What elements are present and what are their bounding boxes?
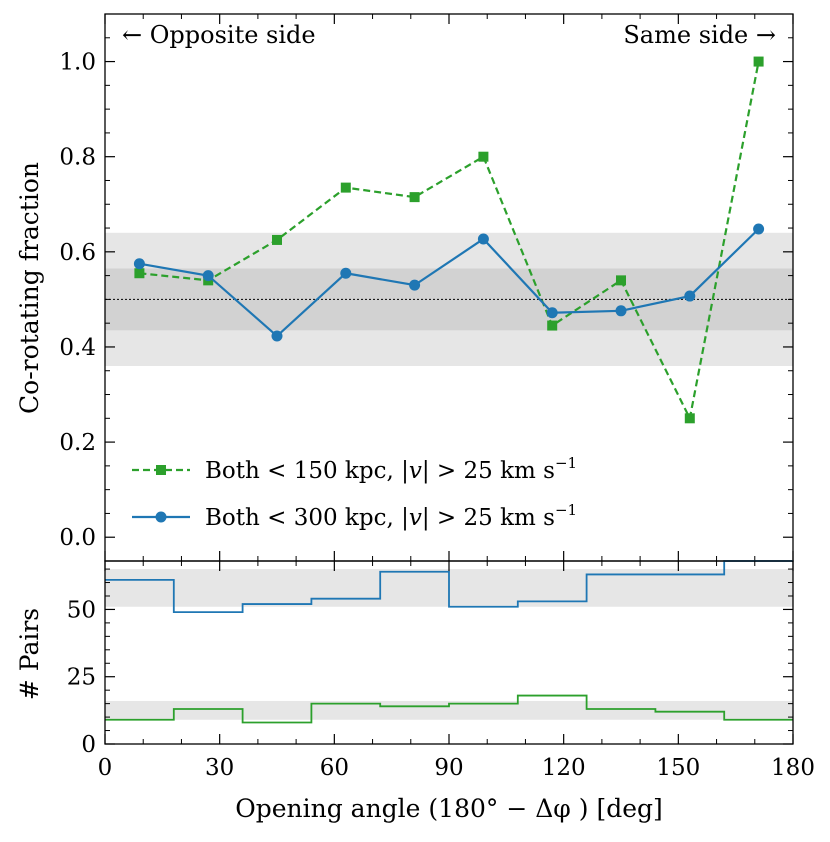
series-1-point-1 — [202, 270, 214, 282]
annotation-same-side: Same side → — [623, 21, 776, 49]
bottom-band-1 — [105, 700, 793, 720]
series-line-0 — [139, 61, 760, 422]
xtick-label-4: 120 — [542, 755, 586, 781]
legend-label-0: Both < 150 kpc, |v| > 25 km s−1 — [205, 454, 577, 484]
xtick-label-6: 180 — [771, 755, 815, 781]
top-ytick-label-3: 0.6 — [59, 240, 96, 266]
xtick-label-2: 60 — [320, 755, 349, 781]
legend-marker-1 — [155, 511, 167, 523]
legend-marker-0 — [156, 465, 166, 475]
xtick-label-0: 0 — [98, 755, 113, 781]
bottom-panel: 0 25 50 0 30 60 90 120 150 180 # Pairs Opening an… — [15, 560, 815, 823]
series-0-point-4 — [409, 192, 420, 203]
series-1-point-0 — [133, 258, 145, 270]
top-ytick-label-1: 0.2 — [59, 430, 96, 456]
series-1-point-7 — [615, 305, 627, 317]
y-axis-label-bottom: # Pairs — [15, 608, 44, 700]
bottom-ytick-label-0: 0 — [81, 732, 96, 758]
bottom-ytick-label-1: 25 — [67, 665, 96, 691]
legend-label-1: Both < 300 kpc, |v| > 25 km s−1 — [205, 501, 577, 531]
xtick-label-1: 30 — [205, 755, 234, 781]
bottom-plot-frame — [104, 560, 794, 745]
bottom-ytick-label-2: 50 — [67, 597, 96, 623]
series-0-point-0 — [134, 268, 145, 279]
series-1-point-4 — [409, 279, 421, 291]
series-1-point-8 — [684, 290, 696, 302]
top-ytick-label-5: 1.0 — [59, 50, 96, 76]
series-1-point-5 — [477, 233, 489, 245]
series-0-point-8 — [684, 413, 695, 424]
y-axis-label-top: Co-rotating fraction — [15, 162, 44, 414]
bottom-ticks: 0 25 50 0 30 60 90 120 150 180 — [67, 561, 815, 781]
series-0-point-9 — [753, 56, 764, 67]
top-ytick-label-0: 0.0 — [59, 525, 96, 551]
series-0-point-5 — [478, 151, 489, 162]
top-ytick-label-2: 0.4 — [59, 335, 96, 361]
annotation-opposite-side: ← Opposite side — [122, 21, 316, 49]
bottom-series — [105, 560, 793, 724]
top-ytick-label-4: 0.8 — [59, 145, 96, 171]
xtick-label-5: 150 — [656, 755, 700, 781]
series-1-point-2 — [271, 330, 283, 342]
series-1-point-9 — [753, 223, 765, 235]
bottom-step-1 — [105, 694, 793, 724]
series-0-point-6 — [547, 320, 558, 331]
top-panel: 0.0 0.2 0.4 0.6 0.8 1.0 ← Opposite side Same … — [15, 13, 794, 562]
series-line-1 — [139, 228, 760, 338]
xtick-label-3: 90 — [434, 755, 463, 781]
series-1-point-6 — [546, 307, 558, 319]
series-0-point-2 — [272, 234, 282, 245]
top-series — [133, 56, 765, 424]
series-1-point-3 — [340, 267, 352, 279]
series-0-point-3 — [340, 182, 351, 193]
series-0-point-7 — [616, 275, 626, 286]
bottom-step-0 — [105, 560, 793, 614]
top-ticks: 0.0 0.2 0.4 0.6 0.8 1.0 — [59, 14, 794, 561]
legend: Both < 150 kpc, |v| > 25 km s−1 Both < 30… — [132, 454, 577, 531]
x-axis-label: Opening angle (180° − Δφ ) [deg] — [235, 794, 663, 823]
